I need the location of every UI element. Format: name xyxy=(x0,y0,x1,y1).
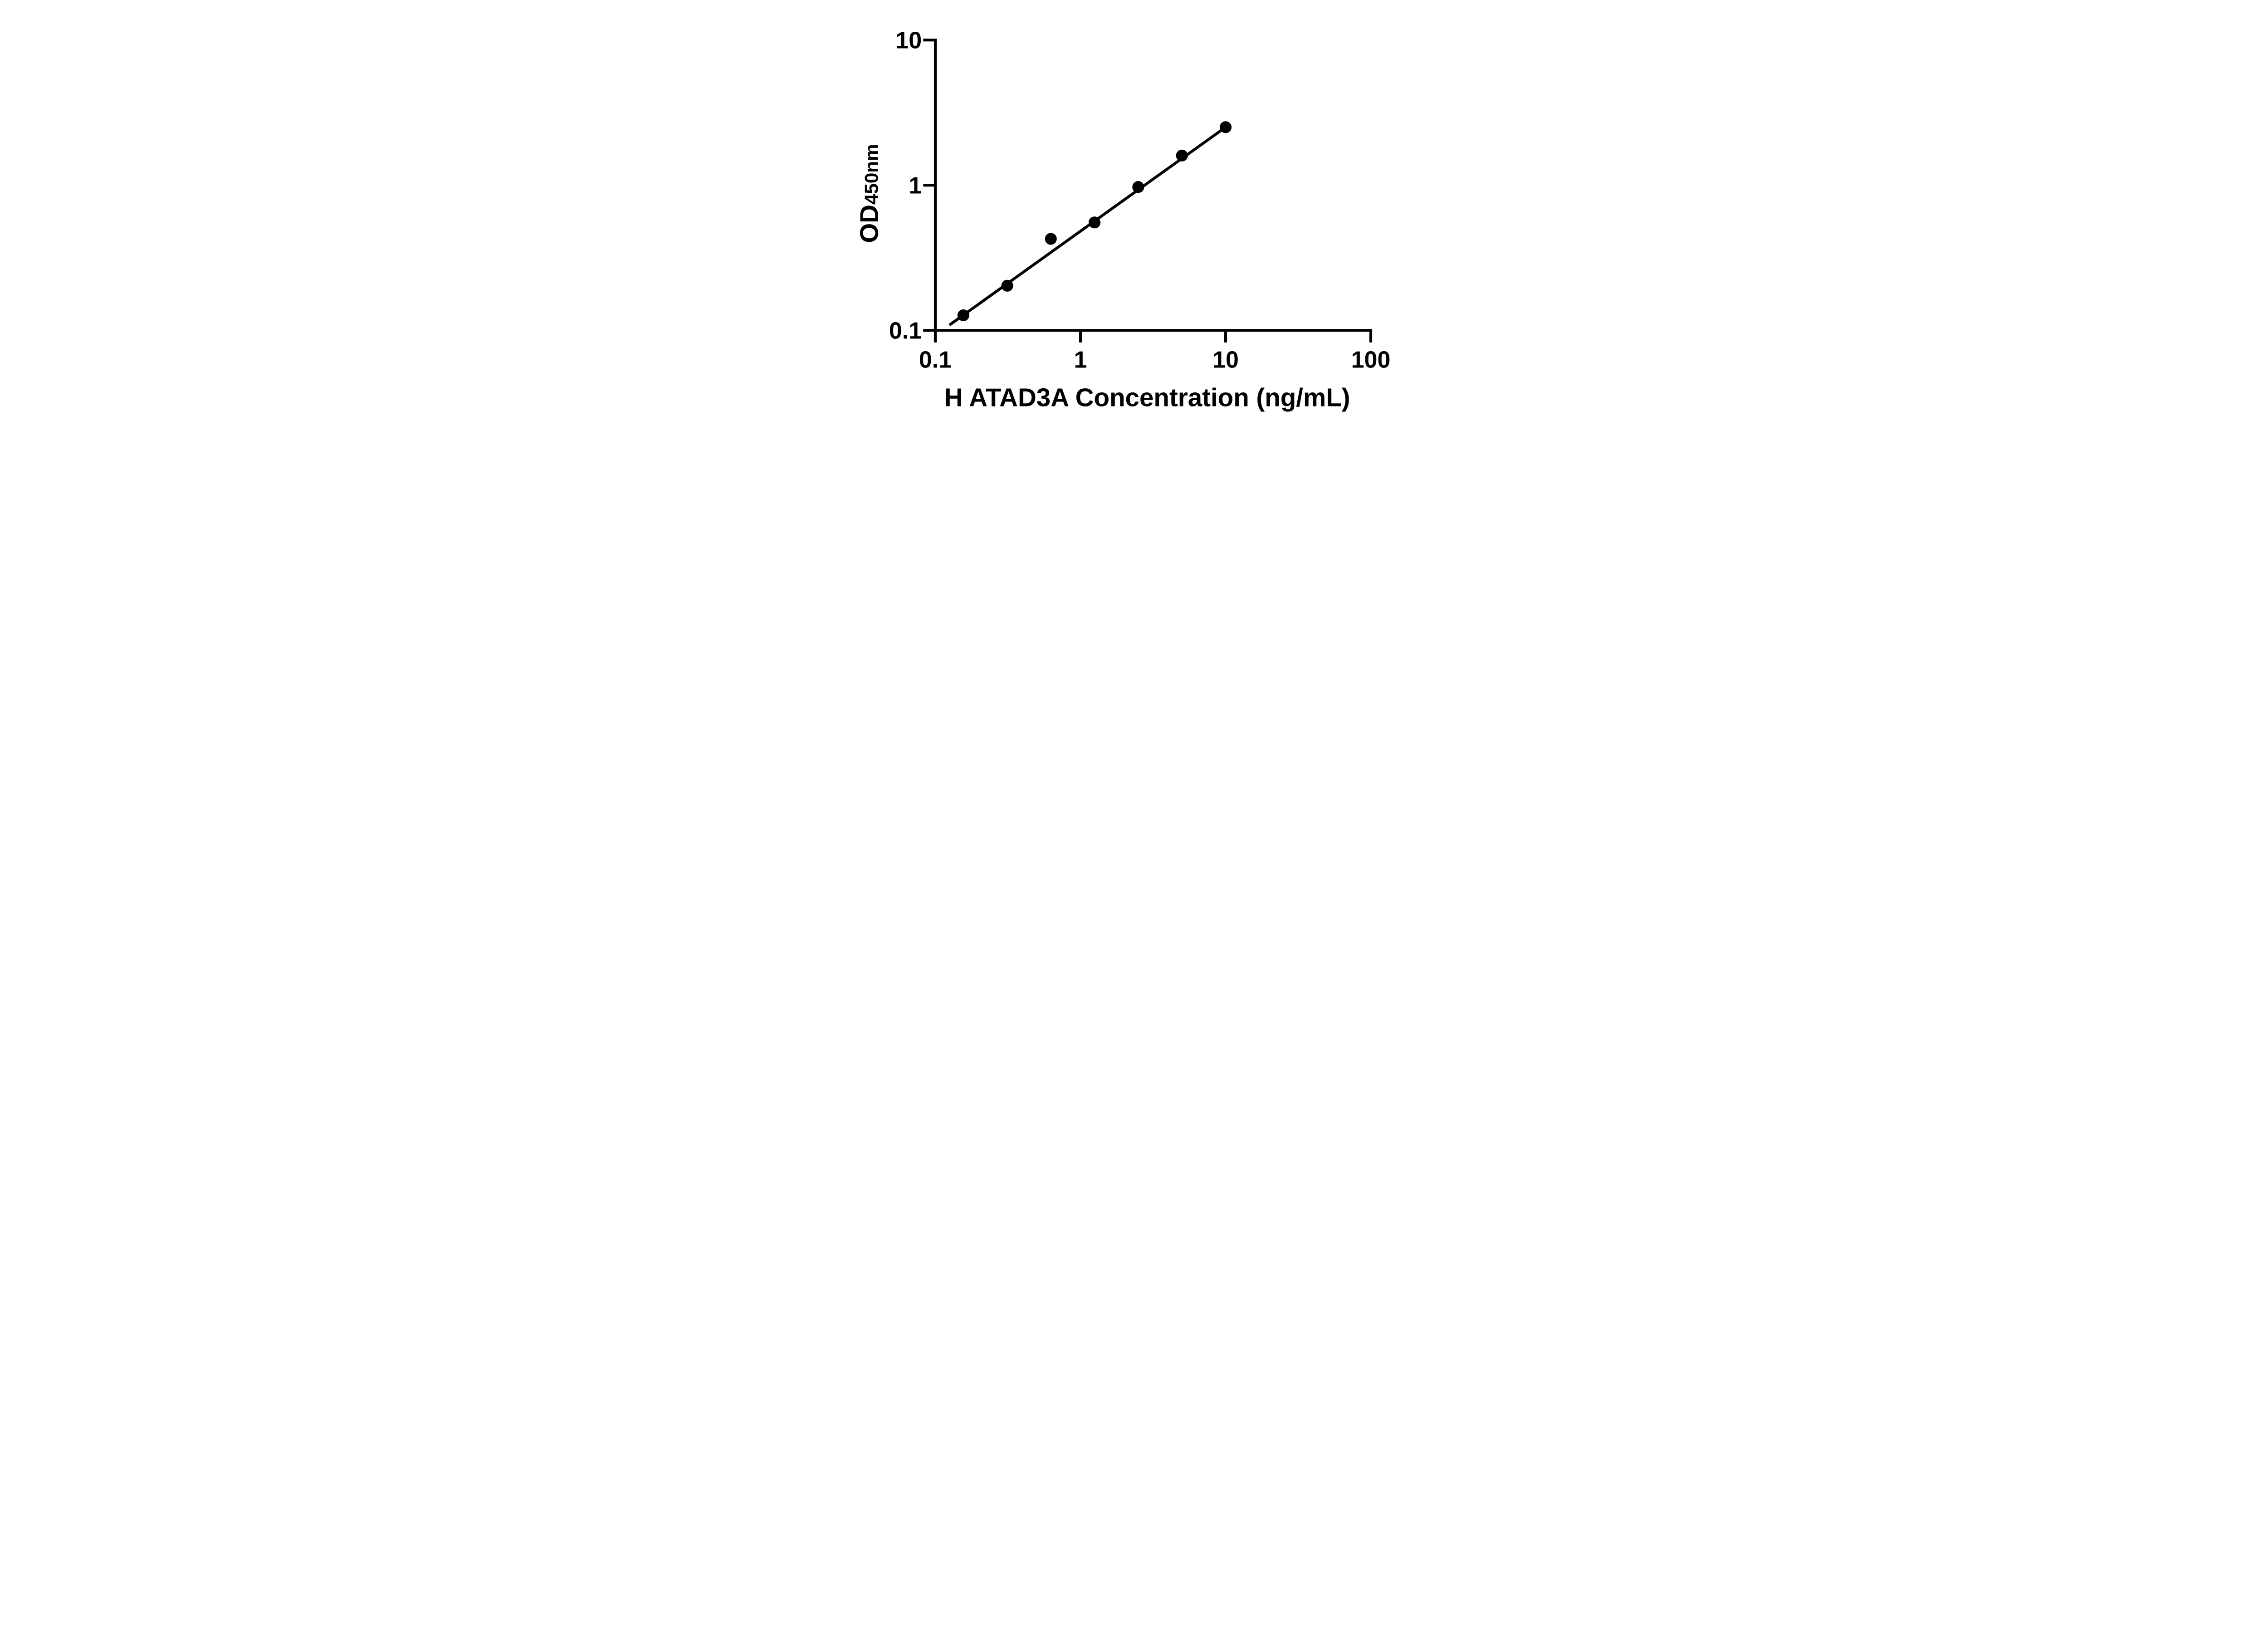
chart-background xyxy=(830,0,1438,435)
y-tick-labels: 0.1 1 10 xyxy=(889,27,922,344)
elisa-standard-curve-figure: 0.1 1 10 100 0.1 1 10 H ATAD3A Concentration … xyxy=(830,0,1438,435)
y-axis-title-main: OD xyxy=(855,205,883,243)
x-tick-marks xyxy=(934,330,1373,342)
data-point xyxy=(1132,181,1144,193)
data-point xyxy=(1045,233,1057,245)
y-axis-title: OD450nm xyxy=(855,144,883,243)
x-tick-label: 0.1 xyxy=(919,347,952,373)
x-tick-label: 1 xyxy=(1074,347,1087,373)
data-point xyxy=(1088,216,1101,229)
x-tick-label: 100 xyxy=(1351,347,1391,373)
x-tick-label: 10 xyxy=(1212,347,1239,373)
y-tick-label: 0.1 xyxy=(889,318,922,344)
data-point xyxy=(1001,279,1013,292)
y-tick-label: 1 xyxy=(909,172,922,199)
y-axis-title-sub: 450nm xyxy=(860,144,882,205)
data-points-group xyxy=(957,121,1232,322)
data-point xyxy=(1176,149,1188,162)
x-tick-labels: 0.1 1 10 100 xyxy=(919,347,1390,373)
data-point xyxy=(1219,121,1232,133)
y-tick-marks xyxy=(923,39,936,332)
x-axis-title: H ATAD3A Concentration (ng/mL) xyxy=(944,383,1350,411)
chart-canvas: 0.1 1 10 100 0.1 1 10 H ATAD3A Concentration … xyxy=(830,0,1438,435)
y-tick-label: 10 xyxy=(895,27,922,54)
axes xyxy=(923,39,1373,342)
data-point xyxy=(957,309,969,322)
